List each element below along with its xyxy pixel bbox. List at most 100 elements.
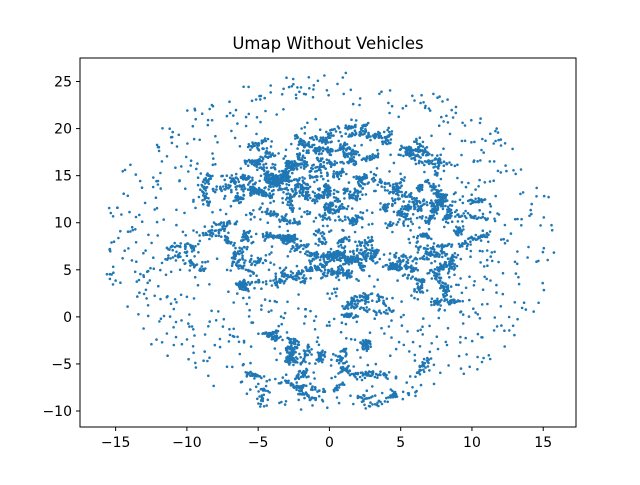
scatter-point [257, 278, 260, 282]
scatter-point [349, 259, 353, 263]
scatter-point [426, 219, 430, 223]
scatter-point [156, 179, 160, 183]
scatter-point [228, 333, 232, 337]
scatter-point [381, 265, 385, 269]
scatter-point [259, 218, 262, 221]
scatter-point [262, 166, 266, 169]
scatter-point [329, 229, 333, 232]
scatter-point [343, 254, 347, 258]
scatter-point [261, 261, 265, 265]
scatter-point [405, 212, 409, 216]
scatter-point [401, 107, 405, 110]
scatter-point [312, 149, 315, 152]
scatter-point [232, 114, 235, 117]
scatter-point [319, 175, 323, 178]
scatter-point [285, 236, 289, 240]
scatter-point [542, 246, 546, 250]
scatter-point [422, 101, 425, 104]
scatter-point [321, 240, 324, 244]
scatter-point [289, 270, 293, 273]
scatter-point [245, 283, 248, 287]
scatter-point [367, 240, 371, 243]
scatter-point [313, 180, 316, 184]
scatter-point [324, 141, 327, 144]
scatter-point [352, 252, 356, 256]
scatter-point [542, 194, 546, 198]
scatter-point [291, 210, 294, 213]
scatter-point [230, 241, 233, 244]
scatter-point [478, 249, 482, 253]
scatter-point [441, 281, 444, 284]
scatter-point [294, 96, 298, 100]
scatter-point [327, 270, 330, 274]
scatter-point [374, 249, 378, 252]
scatter-point [202, 269, 206, 273]
scatter-point [368, 340, 372, 343]
scatter-point [481, 215, 485, 219]
scatter-point [248, 283, 252, 286]
scatter-point [354, 375, 357, 379]
scatter-point [468, 275, 471, 279]
scatter-point [439, 204, 443, 208]
scatter-point [369, 255, 373, 258]
scatter-point [404, 266, 408, 270]
scatter-point [419, 208, 423, 211]
scatter-point [301, 179, 305, 182]
scatter-point [287, 85, 291, 89]
scatter-point [290, 207, 294, 210]
scatter-point [306, 209, 309, 213]
scatter-point [318, 389, 321, 392]
scatter-point [265, 282, 268, 286]
scatter-point [413, 296, 416, 300]
scatter-point [402, 253, 405, 256]
scatter-point [219, 228, 222, 232]
scatter-point [453, 267, 457, 270]
scatter-point [354, 303, 358, 307]
scatter-point [364, 345, 367, 348]
scatter-point [223, 234, 227, 238]
scatter-point [453, 164, 457, 168]
scatter-point [271, 152, 275, 155]
scatter-point [326, 141, 330, 144]
scatter-point [335, 161, 339, 165]
scatter-point [287, 275, 290, 279]
scatter-point [271, 162, 275, 166]
scatter-point [188, 325, 191, 328]
scatter-point [268, 334, 271, 338]
scatter-point [285, 277, 288, 281]
scatter-point [290, 344, 293, 347]
scatter-point [434, 299, 437, 303]
scatter-point [343, 307, 347, 311]
scatter-point [286, 238, 289, 242]
scatter-point [423, 361, 427, 365]
scatter-point [371, 222, 374, 226]
scatter-point [168, 315, 172, 318]
scatter-point [352, 175, 356, 179]
scatter-point [303, 177, 306, 180]
scatter-point [404, 151, 408, 154]
scatter-point [356, 254, 359, 257]
scatter-point [299, 362, 303, 366]
scatter-point [273, 183, 277, 187]
scatter-point [396, 188, 400, 191]
scatter-point [173, 241, 176, 245]
scatter-point [337, 172, 341, 176]
scatter-point [249, 388, 252, 391]
scatter-point [212, 189, 215, 193]
scatter-point [171, 248, 174, 252]
scatter-point [319, 163, 322, 166]
scatter-point [251, 178, 254, 182]
scatter-point [276, 329, 280, 333]
scatter-point [315, 165, 319, 169]
scatter-point [407, 152, 411, 156]
scatter-point [307, 193, 311, 197]
scatter-point [265, 166, 269, 170]
scatter-point [409, 217, 412, 220]
scatter-point [391, 222, 395, 225]
scatter-point [360, 342, 364, 345]
scatter-point [428, 251, 432, 254]
scatter-point [416, 209, 420, 213]
scatter-point [171, 256, 175, 259]
scatter-point [297, 398, 301, 402]
scatter-point [261, 157, 265, 161]
